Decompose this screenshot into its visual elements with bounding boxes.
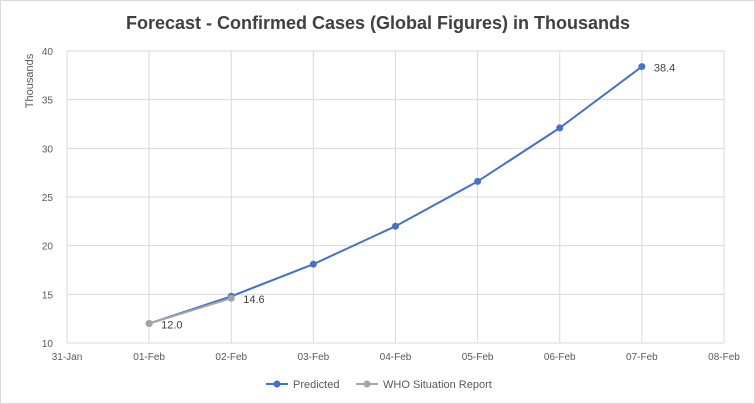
- x-tick-label: 06-Feb: [544, 352, 576, 363]
- x-tick-label: 05-Feb: [462, 352, 494, 363]
- x-tick-label: 03-Feb: [298, 352, 330, 363]
- series-1: [145, 294, 235, 328]
- legend-label: WHO Situation Report: [383, 379, 492, 391]
- data-label: 14.6: [243, 294, 264, 306]
- x-tick-label: 07-Feb: [626, 352, 658, 363]
- x-tick-label: 04-Feb: [380, 352, 412, 363]
- chart-title: Forecast - Confirmed Cases (Global Figur…: [126, 13, 630, 33]
- y-tick-label: 20: [42, 242, 54, 253]
- legend-item: WHO Situation Report: [356, 379, 492, 391]
- series-layer: [145, 63, 646, 328]
- legend-marker: [273, 380, 281, 388]
- legend-item: Predicted: [266, 379, 339, 391]
- y-tick-label: 30: [42, 144, 54, 155]
- series-line: [148, 297, 232, 325]
- legend-label: Predicted: [293, 379, 339, 391]
- x-axis-ticks: 31-Jan 01-Feb 02-Feb 03-Feb 04-Feb 05-Feb 06-F…: [52, 352, 741, 363]
- y-tick-label: 40: [42, 47, 54, 58]
- x-tick-label: 31-Jan: [52, 352, 83, 363]
- y-tick-label: 10: [42, 339, 54, 350]
- data-point: [392, 222, 399, 230]
- data-point: [227, 294, 235, 302]
- x-tick-label: 02-Feb: [215, 352, 247, 363]
- y-tick-label: 15: [42, 290, 54, 301]
- y-axis-ticks: 10 15 20 25 30 35 40: [42, 47, 54, 350]
- x-tick-label: 01-Feb: [133, 352, 165, 363]
- data-point: [309, 260, 317, 268]
- legend: Predicted WHO Situation Report: [266, 379, 492, 391]
- data-point: [556, 124, 564, 132]
- data-point: [474, 177, 482, 185]
- data-label: 12.0: [161, 320, 182, 332]
- data-point: [638, 63, 646, 71]
- legend-marker: [363, 380, 371, 388]
- x-tick-label: 08-Feb: [708, 352, 740, 363]
- y-tick-label: 35: [42, 96, 54, 107]
- data-labels: 12.0 14.6 38.4: [161, 63, 675, 332]
- y-tick-label: 25: [42, 193, 54, 204]
- gridlines: [66, 50, 725, 344]
- data-label: 38.4: [654, 63, 675, 75]
- data-point: [145, 320, 153, 328]
- y-axis-label: Thousands: [24, 53, 36, 108]
